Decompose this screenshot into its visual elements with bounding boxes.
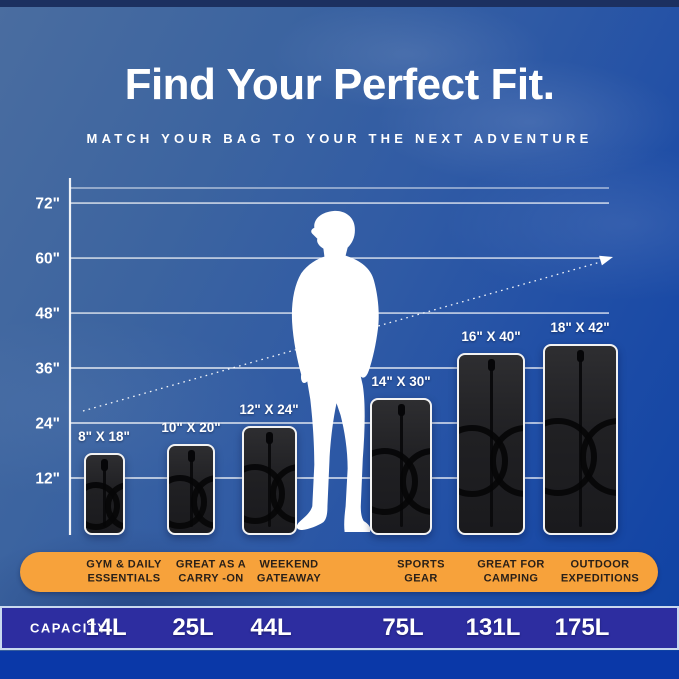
capacity-row-label: CAPACITY <box>30 620 108 636</box>
trend-arrow-head-icon <box>599 255 613 266</box>
capacity-value: 14L <box>85 614 127 641</box>
duffel-bag <box>370 398 432 535</box>
y-axis-tick-label: 60" <box>35 251 60 268</box>
page-title: Find Your Perfect Fit. <box>124 60 555 109</box>
use-case-label-line: GEAR <box>404 573 438 585</box>
bag-dimensions-label: 8" X 18" <box>78 429 130 444</box>
bag-zipper-pull <box>101 459 108 471</box>
use-case-label: WEEKEND GATEAWAY <box>257 558 321 587</box>
use-case-label-line: GATEAWAY <box>256 573 322 585</box>
capacity-value: 131L <box>465 614 521 641</box>
use-case-label-line: GREAT FOR <box>477 558 545 571</box>
bag-zipper-pull <box>266 432 273 444</box>
y-axis-tick-label: 12" <box>35 471 60 488</box>
use-case-label: GREAT AS A CARRY -ON <box>176 558 246 587</box>
use-case-label-line: ESSENTIALS <box>87 573 161 585</box>
bottom-border-strip <box>0 651 679 679</box>
duffel-bag <box>167 444 215 535</box>
duffel-bag <box>457 353 525 535</box>
capacity-value: 75L <box>382 614 424 641</box>
bag-dimensions-label: 12" X 24" <box>239 402 299 417</box>
use-case-label-line: EXPEDITIONS <box>560 573 640 585</box>
use-case-label-line: CAMPING <box>483 573 539 585</box>
use-case-label-line: WEEKEND <box>259 558 319 571</box>
bag-dimensions-label: 18" X 42" <box>550 320 610 335</box>
y-axis-tick-label: 48" <box>35 306 60 323</box>
trend-arrow-dotted-line <box>82 260 605 412</box>
use-case-banner: GYM & DAILY ESSENTIALS GREAT AS A CARRY -ON… <box>20 552 658 592</box>
capacity-value: 175L <box>554 614 610 641</box>
page-subtitle: MATCH YOUR BAG TO YOUR THE NEXT ADVENTUR… <box>86 131 593 146</box>
top-border-strip <box>0 0 679 7</box>
bag-dimensions-label: 10" X 20" <box>161 420 221 435</box>
bag-zipper-pull <box>187 450 195 462</box>
man-silhouette <box>291 210 379 533</box>
capacity-value: 44L <box>250 614 292 641</box>
y-axis-tick-label: 72" <box>35 196 60 213</box>
use-case-label: SPORTS GEAR <box>397 558 445 587</box>
use-case-label: GREAT FOR CAMPING <box>477 558 545 587</box>
use-case-label-line: GYM & DAILY <box>86 558 162 571</box>
bag-zipper-pull <box>577 350 584 362</box>
bag-zipper-pull <box>487 359 495 371</box>
use-case-label-line: SPORTS <box>397 558 445 571</box>
y-axis-tick-label: 24" <box>35 416 60 433</box>
use-case-label: OUTDOOR EXPEDITIONS <box>561 558 639 587</box>
man-silhouette-shape <box>291 210 379 533</box>
use-case-label-line: CARRY -ON <box>178 573 244 585</box>
duffel-bag <box>543 344 618 535</box>
bag-dimensions-label: 14" X 30" <box>371 374 431 389</box>
use-case-label-line: OUTDOOR <box>570 558 630 571</box>
duffel-bag <box>242 426 297 535</box>
duffel-bag <box>84 453 125 535</box>
bag-zipper-pull <box>397 404 405 416</box>
y-axis-tick-label: 36" <box>35 361 60 378</box>
bag-dimensions-label: 16" X 40" <box>461 329 521 344</box>
use-case-label: GYM & DAILY ESSENTIALS <box>86 558 162 587</box>
use-case-label-line: GREAT AS A <box>175 558 247 571</box>
capacity-band: CAPACITY 14L 25L 44L 75L 131L 175L <box>0 606 679 650</box>
capacity-value: 25L <box>172 614 214 641</box>
